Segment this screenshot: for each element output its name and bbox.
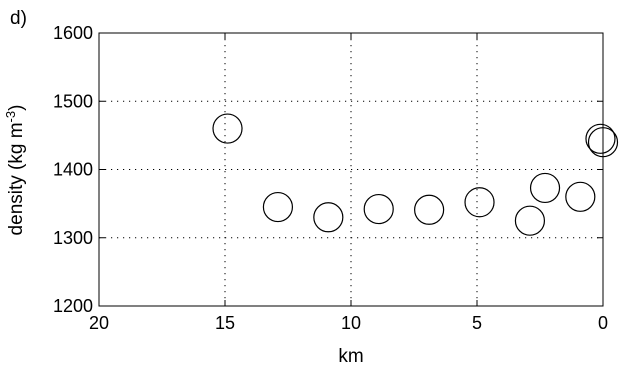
x-tick-labels: 20 15 10 5 0: [89, 313, 608, 333]
axis-ticks: [98, 32, 604, 307]
data-point: [514, 205, 546, 236]
data-points: [212, 113, 619, 236]
y-axis-label-exponent: -3: [3, 111, 18, 123]
x-axis-label: km: [338, 346, 363, 367]
y-tick-label: 1400: [53, 160, 93, 180]
y-axis-label-main: density (kg m: [6, 122, 27, 235]
data-point: [363, 193, 394, 225]
data-point: [565, 181, 596, 212]
x-tick-label: 10: [341, 313, 361, 333]
y-tick-label: 1300: [53, 228, 93, 248]
data-point: [414, 194, 445, 225]
y-tick-label: 1500: [53, 91, 93, 111]
data-point: [587, 127, 619, 158]
data-point: [212, 113, 243, 144]
y-axis-label-close: ): [6, 105, 27, 111]
x-tick-label: 15: [215, 313, 235, 333]
y-tick-label: 1600: [53, 23, 93, 43]
x-tick-label: 0: [598, 313, 608, 333]
data-point: [262, 191, 294, 223]
x-tick-label: 20: [89, 313, 109, 333]
data-point: [585, 123, 616, 154]
data-point: [464, 187, 495, 218]
grid: [99, 33, 603, 306]
data-point: [529, 172, 561, 204]
x-tick-label: 5: [472, 313, 482, 333]
panel-label: d): [10, 8, 27, 29]
data-point: [313, 202, 344, 233]
y-axis-label: density (kg m-3): [3, 105, 28, 236]
y-tick-labels: 1200 1300 1400 1500 1600: [53, 23, 93, 316]
y-tick-label: 1200: [53, 296, 93, 316]
